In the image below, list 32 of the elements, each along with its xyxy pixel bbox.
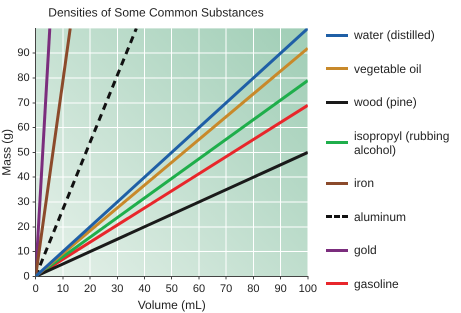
- y-tick-label: 90: [17, 47, 30, 60]
- x-tick-label: 60: [192, 283, 206, 296]
- x-tick-label: 50: [166, 283, 178, 296]
- x-tick-label: 20: [84, 283, 96, 296]
- x-tick-label: 30: [111, 283, 124, 296]
- x-tick-label: 70: [220, 283, 232, 296]
- y-tick-label: 20: [17, 220, 30, 233]
- y-tick-label: 0: [24, 270, 30, 282]
- x-axis-title: Volume (mL): [138, 298, 206, 312]
- x-tick-label: 0: [32, 283, 39, 296]
- legend-label: aluminum: [354, 210, 406, 224]
- legend-label: vegetable oil: [354, 62, 422, 76]
- y-tick-label: 70: [17, 96, 30, 109]
- y-tick-label: 40: [17, 171, 30, 184]
- legend-label: gasoline: [354, 276, 399, 291]
- y-tick-label: 30: [17, 196, 30, 208]
- y-tick-label: 50: [17, 146, 30, 158]
- x-tick-label: 10: [56, 283, 69, 296]
- y-axis-title: Mass (g): [0, 129, 14, 176]
- y-tick-label: 60: [17, 122, 30, 134]
- x-tick-label: 100: [298, 283, 318, 296]
- legend-label: isopropyl (rubbing alcohol): [354, 128, 450, 157]
- legend-label: water (distilled): [354, 28, 435, 42]
- legend-label: gold: [354, 243, 377, 258]
- x-tick-label: 90: [274, 283, 287, 296]
- y-tick-label: 80: [17, 72, 30, 84]
- chart-title: Densities of Some Common Substances: [48, 6, 264, 20]
- x-tick-label: 80: [247, 283, 260, 296]
- x-tick-label: 40: [138, 283, 151, 296]
- y-tick-label: 10: [17, 246, 30, 258]
- legend-label: wood (pine): [354, 95, 417, 110]
- legend-label: iron: [354, 176, 374, 190]
